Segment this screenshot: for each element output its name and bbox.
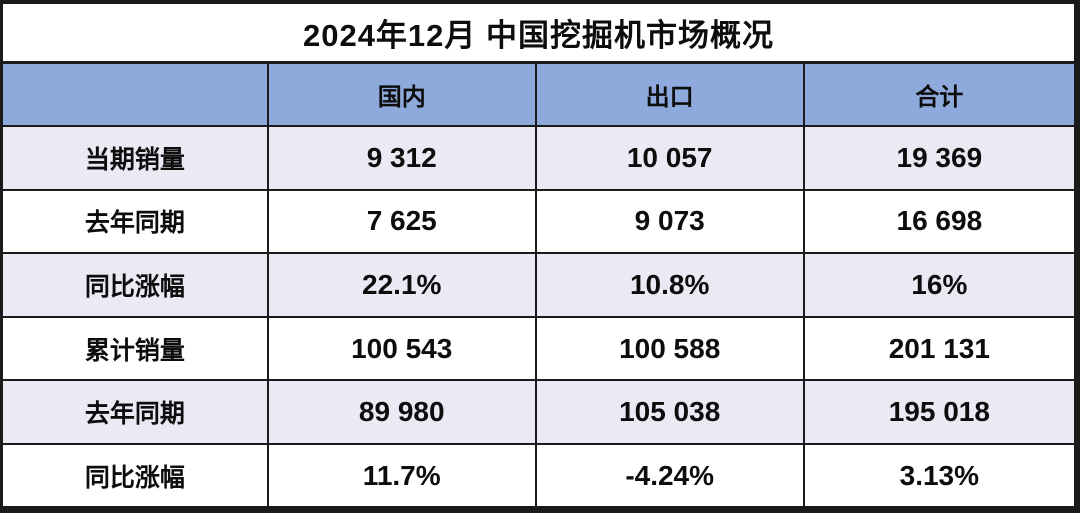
page-title: 2024年12月 中国挖掘机市场概况 xyxy=(3,4,1074,64)
row-label: 同比涨幅 xyxy=(3,252,269,318)
cell-value: 105 038 xyxy=(534,379,805,446)
column-header-export: 出口 xyxy=(534,64,805,127)
table-row: 同比涨幅 11.7% -4.24% 3.13% xyxy=(3,443,1074,506)
cell-value: 19 369 xyxy=(802,125,1074,191)
corner-cell xyxy=(3,64,269,127)
cell-value: 201 131 xyxy=(802,315,1074,382)
cell-value: 100 588 xyxy=(534,315,805,382)
row-label: 累计销量 xyxy=(3,315,269,382)
cell-value: 11.7% xyxy=(266,443,537,506)
cell-value: 195 018 xyxy=(802,379,1074,446)
cell-value: 3.13% xyxy=(802,443,1074,506)
cell-value: 10 057 xyxy=(534,125,805,191)
cell-value: 16 698 xyxy=(802,188,1074,255)
column-header-domestic: 国内 xyxy=(266,64,537,127)
table-row: 同比涨幅 22.1% 10.8% 16% xyxy=(3,252,1074,318)
row-label: 当期销量 xyxy=(3,125,269,191)
cell-value: 9 073 xyxy=(534,188,805,255)
cell-value: 9 312 xyxy=(266,125,537,191)
row-label: 去年同期 xyxy=(3,188,269,255)
row-label: 去年同期 xyxy=(3,379,269,446)
table-row: 累计销量 100 543 100 588 201 131 xyxy=(3,315,1074,382)
table-row: 去年同期 7 625 9 073 16 698 xyxy=(3,188,1074,255)
table-row: 去年同期 89 980 105 038 195 018 xyxy=(3,379,1074,446)
table-header-row: 国内 出口 合计 xyxy=(3,64,1074,127)
cell-value: 10.8% xyxy=(534,252,805,318)
cell-value: 22.1% xyxy=(266,252,537,318)
column-header-total: 合计 xyxy=(802,64,1074,127)
cell-value: 16% xyxy=(802,252,1074,318)
table-row: 当期销量 9 312 10 057 19 369 xyxy=(3,125,1074,191)
cell-value: 89 980 xyxy=(266,379,537,446)
cell-value: 100 543 xyxy=(266,315,537,382)
row-label: 同比涨幅 xyxy=(3,443,269,506)
cell-value: -4.24% xyxy=(534,443,805,506)
cell-value: 7 625 xyxy=(266,188,537,255)
market-data-table: 国内 出口 合计 当期销量 9 312 10 057 19 369 去年同期 7… xyxy=(3,64,1074,506)
